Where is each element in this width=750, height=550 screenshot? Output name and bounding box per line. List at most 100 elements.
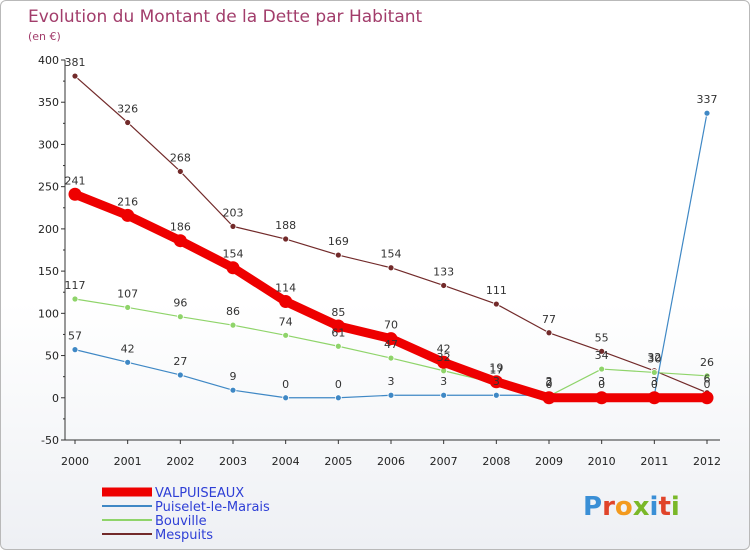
- y-tick-label: -50: [41, 434, 59, 447]
- data-label-0: 19: [489, 362, 503, 375]
- series-point-0: [437, 355, 451, 369]
- series-point-3: [598, 347, 606, 355]
- series-point-1: [229, 386, 237, 394]
- data-label-2: 96: [173, 297, 187, 310]
- data-label-1: 3: [388, 375, 395, 388]
- logo-letter: i: [650, 492, 659, 522]
- logo-letter: t: [658, 492, 670, 522]
- data-label-1: 337: [697, 93, 718, 106]
- series-point-0: [331, 319, 345, 333]
- data-label-3: 203: [223, 206, 244, 219]
- data-label-2: 117: [65, 279, 86, 292]
- data-label-1: 3: [598, 375, 605, 388]
- data-label-0: 70: [384, 319, 398, 332]
- series-point-1: [282, 394, 290, 402]
- logo-letter: i: [671, 492, 680, 522]
- series-point-3: [229, 222, 237, 230]
- series-point-2: [650, 369, 658, 376]
- series-point-0: [542, 391, 556, 405]
- data-label-2: 47: [384, 338, 398, 351]
- y-tick-label: 50: [45, 350, 59, 363]
- data-label-3: 6: [704, 373, 711, 386]
- data-label-3: 169: [328, 235, 349, 248]
- data-label-0: 0: [546, 378, 553, 391]
- legend-label-3: Mespuits: [155, 528, 213, 543]
- legend-label-2: Bouville: [155, 514, 207, 529]
- data-label-0: 0: [598, 378, 605, 391]
- data-label-0: 154: [223, 248, 244, 261]
- x-tick-label: 2011: [640, 455, 668, 468]
- series-point-3: [334, 251, 342, 259]
- series-point-0: [489, 375, 503, 389]
- series-point-0: [226, 261, 240, 275]
- data-label-2: 34: [595, 349, 609, 362]
- data-label-3: 268: [170, 151, 191, 164]
- series-point-2: [71, 295, 79, 303]
- x-tick-label: 2009: [535, 455, 563, 468]
- series-point-1: [71, 346, 79, 354]
- series-point-1: [334, 394, 342, 402]
- data-label-0: 216: [117, 195, 138, 208]
- x-tick-label: 2005: [324, 455, 352, 468]
- series-point-3: [440, 282, 448, 289]
- series-point-3: [387, 264, 395, 272]
- x-tick-label: 2006: [377, 455, 405, 468]
- data-label-3: 188: [275, 219, 296, 232]
- x-tick-label: 2004: [272, 455, 300, 468]
- data-label-0: 186: [170, 221, 191, 234]
- x-tick-label: 2012: [693, 455, 721, 468]
- y-tick-label: 350: [38, 96, 59, 109]
- y-tick-label: 100: [38, 307, 59, 320]
- data-label-0: 0: [651, 378, 658, 391]
- data-label-1: 57: [68, 330, 82, 343]
- y-tick-label: 0: [52, 392, 59, 405]
- data-label-2: 30: [647, 352, 661, 365]
- legend: VALPUISEAUXPuiselet-le-MaraisBouvilleMes…: [102, 486, 270, 543]
- series-point-0: [595, 391, 609, 405]
- x-tick-label: 2001: [114, 455, 142, 468]
- y-tick-label: 300: [38, 138, 59, 151]
- series-point-0: [279, 295, 293, 309]
- data-label-3: 32: [647, 351, 661, 364]
- series-point-0: [121, 208, 135, 222]
- chart-unit: (en €): [28, 30, 61, 43]
- series-point-2: [703, 372, 711, 380]
- data-label-1: 3: [651, 375, 658, 388]
- logo-letter: x: [633, 492, 650, 522]
- series-point-1: [176, 371, 184, 379]
- x-tick-label: 2000: [61, 455, 89, 468]
- series-point-2: [387, 354, 395, 362]
- series-point-0: [173, 234, 187, 248]
- series-point-2: [334, 342, 342, 350]
- data-label-1: 9: [230, 370, 237, 383]
- data-label-0: 114: [275, 282, 296, 295]
- legend-label-0: VALPUISEAUX: [155, 486, 244, 501]
- data-label-1: 0: [282, 378, 289, 391]
- data-label-3: 133: [433, 265, 454, 278]
- data-label-0: 85: [331, 306, 345, 319]
- data-label-0: 241: [65, 174, 86, 187]
- series-point-1: [440, 391, 448, 399]
- series-layer: [68, 72, 714, 405]
- series-point-1: [387, 391, 395, 399]
- data-label-2: 32: [437, 351, 451, 364]
- data-label-1: 0: [335, 378, 342, 391]
- data-label-3: 154: [381, 248, 402, 261]
- series-point-2: [598, 365, 606, 373]
- data-label-1: 27: [173, 355, 187, 368]
- data-label-2: 17: [489, 363, 503, 376]
- data-label-3: 326: [117, 102, 138, 115]
- data-label-2: 86: [226, 305, 240, 318]
- series-point-1: [703, 109, 711, 117]
- chart-title: Evolution du Montant de la Dette par Hab…: [28, 7, 423, 27]
- data-label-3: 55: [595, 331, 609, 344]
- series-point-3: [71, 72, 79, 80]
- legend-label-1: Puiselet-le-Marais: [155, 500, 270, 515]
- data-label-3: 381: [65, 56, 86, 69]
- series-point-1: [492, 391, 500, 399]
- y-tick-label: 250: [38, 181, 59, 194]
- logo-letter: r: [602, 492, 615, 522]
